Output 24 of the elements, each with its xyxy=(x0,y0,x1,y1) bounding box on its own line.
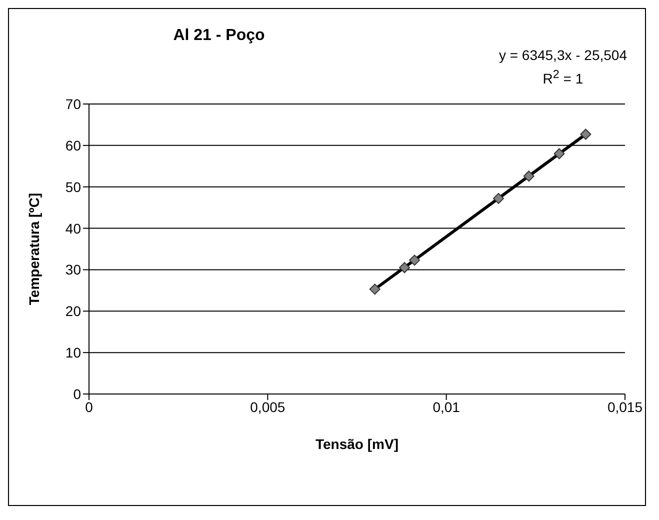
y-tick-label: 0 xyxy=(73,386,82,402)
y-tick-label: 30 xyxy=(65,262,82,278)
y-tick-label: 20 xyxy=(65,303,82,320)
chart-title: Al 21 - Poço xyxy=(172,27,266,45)
point xyxy=(580,128,592,140)
point xyxy=(399,262,410,274)
y-tick-label: 40 xyxy=(65,220,82,236)
point xyxy=(493,192,504,204)
x-tick-label: 0,015 xyxy=(607,398,643,415)
y-tick-label: 10 xyxy=(65,344,82,361)
y-tick-label: 50 xyxy=(65,178,82,195)
y-tick-label: 60 xyxy=(65,137,82,154)
point xyxy=(369,284,380,295)
point xyxy=(523,170,534,182)
x-axis-title: Tensão [mV] xyxy=(316,436,398,452)
point xyxy=(409,254,420,266)
y-axis-title: Temperatura [ºC] xyxy=(26,192,42,306)
y-tick-label: 70 xyxy=(65,96,82,112)
text: R$^{2}$ = 1 xyxy=(542,67,584,89)
point xyxy=(554,148,565,160)
x-tick-label: 0,01 xyxy=(432,398,460,415)
x-tick-label: 0 xyxy=(85,398,94,415)
x-tick-label: 0,005 xyxy=(250,398,286,415)
text: y = 6345,3x - 25,504 xyxy=(498,46,627,65)
